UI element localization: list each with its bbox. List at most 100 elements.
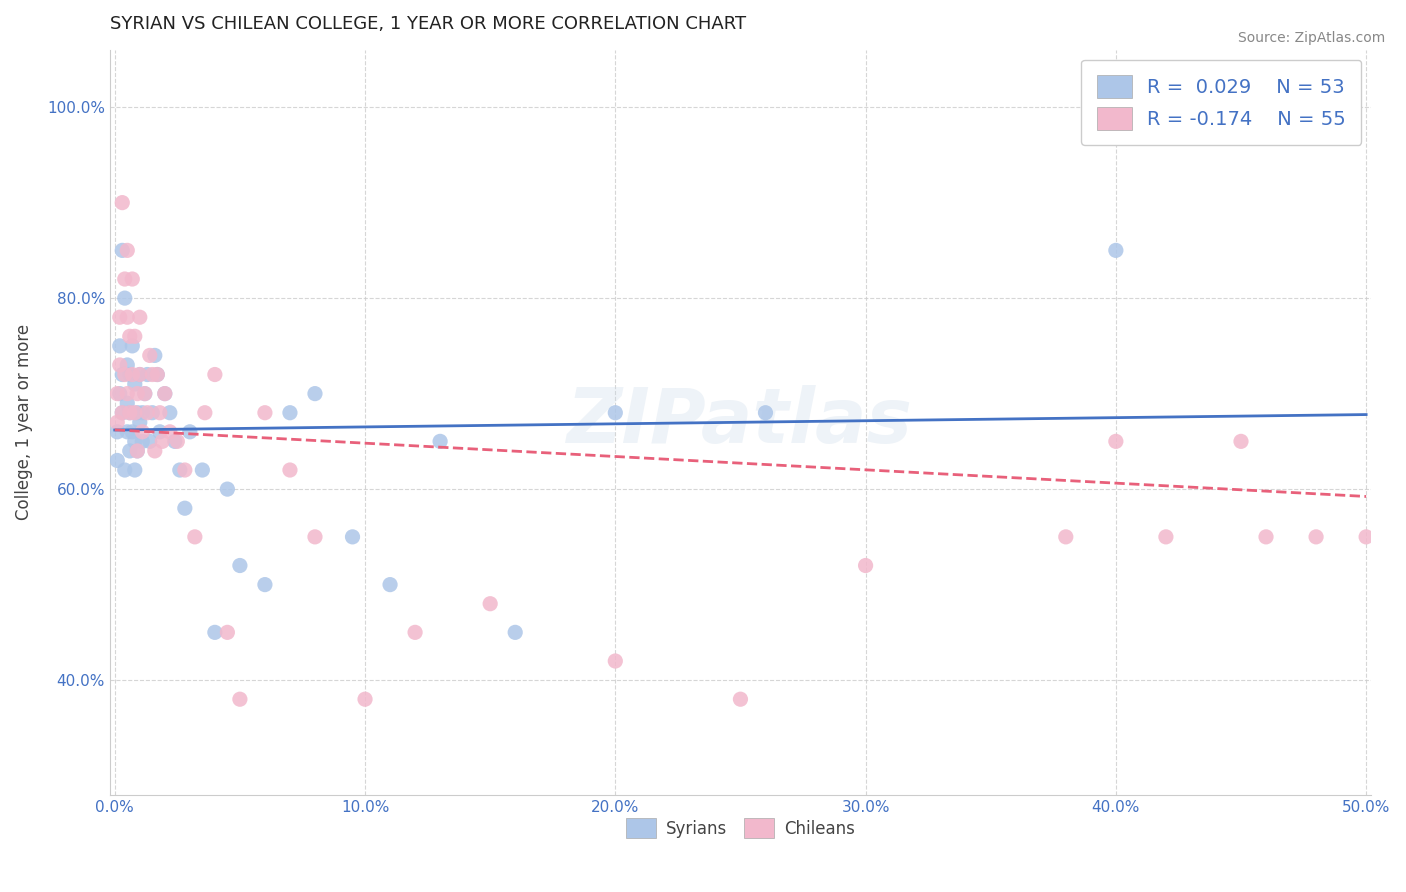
Point bbox=[479, 597, 502, 611]
Point bbox=[191, 463, 214, 477]
Point bbox=[124, 406, 146, 420]
Point bbox=[1230, 434, 1253, 449]
Point bbox=[128, 368, 150, 382]
Point bbox=[134, 386, 156, 401]
Point bbox=[149, 425, 172, 439]
Point bbox=[139, 434, 162, 449]
Point bbox=[118, 368, 141, 382]
Point bbox=[1105, 244, 1128, 258]
Point bbox=[1355, 530, 1378, 544]
Point bbox=[105, 453, 128, 467]
Point bbox=[150, 434, 173, 449]
Point bbox=[429, 434, 451, 449]
Point bbox=[173, 463, 195, 477]
Point bbox=[131, 434, 153, 449]
Point bbox=[105, 386, 128, 401]
Text: Source: ZipAtlas.com: Source: ZipAtlas.com bbox=[1237, 31, 1385, 45]
Point bbox=[127, 444, 149, 458]
Point bbox=[1305, 530, 1327, 544]
Point bbox=[342, 530, 364, 544]
Point bbox=[143, 444, 166, 458]
Point bbox=[111, 368, 134, 382]
Point bbox=[179, 425, 201, 439]
Point bbox=[855, 558, 877, 573]
Point bbox=[503, 625, 526, 640]
Point bbox=[136, 406, 159, 420]
Point bbox=[754, 406, 776, 420]
Point bbox=[217, 482, 239, 496]
Point bbox=[204, 625, 226, 640]
Point bbox=[114, 272, 136, 286]
Point bbox=[605, 406, 627, 420]
Point bbox=[253, 406, 276, 420]
Point bbox=[253, 577, 276, 591]
Point bbox=[304, 530, 326, 544]
Point bbox=[108, 310, 131, 325]
Point bbox=[128, 310, 150, 325]
Point bbox=[111, 244, 134, 258]
Point bbox=[118, 444, 141, 458]
Point bbox=[605, 654, 627, 668]
Point bbox=[146, 368, 169, 382]
Point bbox=[105, 425, 128, 439]
Point bbox=[114, 463, 136, 477]
Point bbox=[166, 434, 188, 449]
Point bbox=[141, 368, 163, 382]
Point bbox=[111, 406, 134, 420]
Point bbox=[121, 425, 143, 439]
Point bbox=[121, 368, 143, 382]
Point bbox=[173, 501, 195, 516]
Legend: Syrians, Chileans: Syrians, Chileans bbox=[617, 810, 863, 846]
Point bbox=[153, 386, 176, 401]
Point bbox=[204, 368, 226, 382]
Point bbox=[105, 415, 128, 429]
Point bbox=[114, 291, 136, 305]
Point bbox=[139, 348, 162, 362]
Point bbox=[118, 406, 141, 420]
Point bbox=[111, 406, 134, 420]
Point bbox=[304, 386, 326, 401]
Text: SYRIAN VS CHILEAN COLLEGE, 1 YEAR OR MORE CORRELATION CHART: SYRIAN VS CHILEAN COLLEGE, 1 YEAR OR MOR… bbox=[110, 15, 745, 33]
Y-axis label: College, 1 year or more: College, 1 year or more bbox=[15, 324, 32, 520]
Point bbox=[117, 396, 139, 410]
Point bbox=[159, 406, 181, 420]
Point bbox=[153, 386, 176, 401]
Point bbox=[217, 625, 239, 640]
Point bbox=[278, 463, 301, 477]
Point bbox=[184, 530, 207, 544]
Point bbox=[117, 358, 139, 372]
Point bbox=[127, 444, 149, 458]
Point bbox=[278, 406, 301, 420]
Point bbox=[143, 348, 166, 362]
Point bbox=[128, 368, 150, 382]
Point bbox=[118, 406, 141, 420]
Point bbox=[146, 368, 169, 382]
Point bbox=[1105, 434, 1128, 449]
Point bbox=[1154, 530, 1177, 544]
Point bbox=[354, 692, 377, 706]
Point bbox=[169, 463, 191, 477]
Point bbox=[108, 358, 131, 372]
Point bbox=[1054, 530, 1077, 544]
Point bbox=[117, 386, 139, 401]
Point bbox=[128, 415, 150, 429]
Point bbox=[1254, 530, 1277, 544]
Point bbox=[194, 406, 217, 420]
Point bbox=[117, 244, 139, 258]
Point bbox=[108, 339, 131, 353]
Point bbox=[127, 386, 149, 401]
Point bbox=[378, 577, 401, 591]
Point bbox=[111, 195, 134, 210]
Point bbox=[134, 386, 156, 401]
Point bbox=[108, 386, 131, 401]
Text: ZIPatlas: ZIPatlas bbox=[568, 385, 914, 459]
Point bbox=[124, 463, 146, 477]
Point bbox=[159, 425, 181, 439]
Point bbox=[131, 425, 153, 439]
Point bbox=[121, 339, 143, 353]
Point bbox=[229, 558, 252, 573]
Point bbox=[149, 406, 172, 420]
Point bbox=[118, 329, 141, 343]
Point bbox=[131, 406, 153, 420]
Point bbox=[136, 368, 159, 382]
